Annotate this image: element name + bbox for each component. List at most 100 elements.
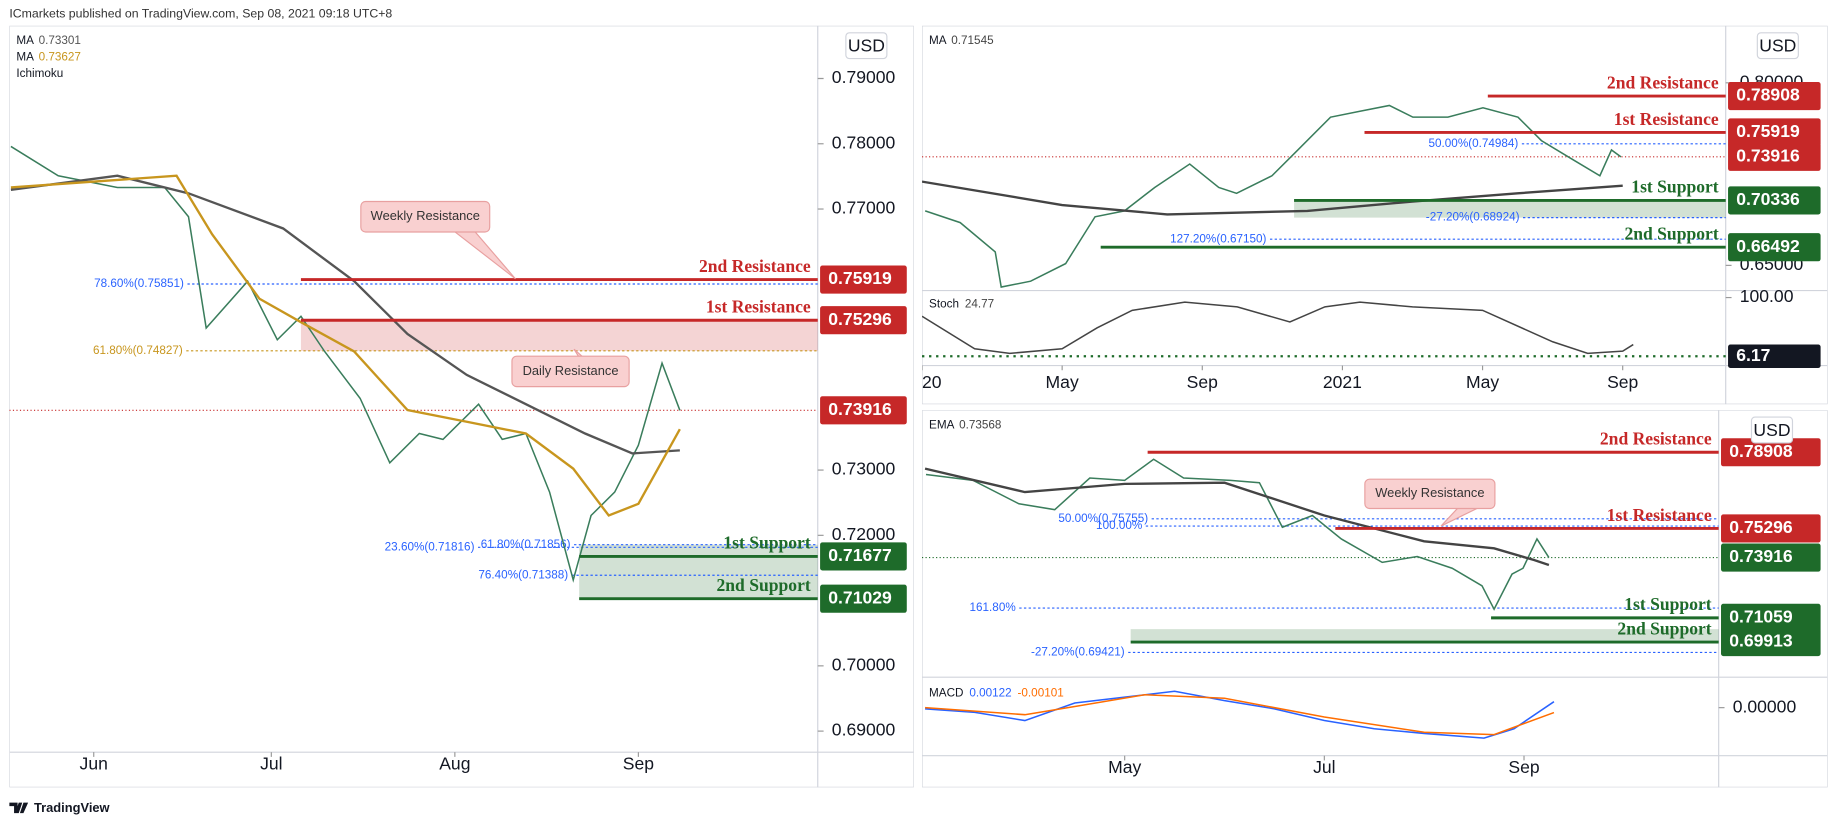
level-price-box bbox=[1728, 233, 1821, 262]
indicator-line bbox=[10, 174, 681, 517]
last-price-label: 0.73916 bbox=[828, 399, 892, 419]
level-zone bbox=[300, 320, 818, 351]
last-price-box bbox=[1728, 142, 1821, 171]
x-tick-label: Aug bbox=[439, 754, 470, 774]
level-name: 2nd Resistance bbox=[1607, 72, 1719, 92]
sub-name: Stoch bbox=[929, 298, 959, 311]
indicator-name: MA bbox=[16, 51, 34, 64]
callout-box bbox=[1364, 478, 1496, 510]
level-price: 0.66492 bbox=[1736, 236, 1800, 256]
level-price-box bbox=[1728, 186, 1821, 215]
callout-text: Weekly Resistance bbox=[1375, 485, 1484, 500]
indicator-value: 0.71545 bbox=[951, 34, 994, 47]
level-price-box bbox=[1721, 603, 1821, 632]
level-price-box bbox=[1721, 627, 1821, 657]
callout-text: Weekly Resistance bbox=[371, 208, 480, 223]
indicator-value: 0.73568 bbox=[959, 418, 1001, 431]
fib-label: -27.20%(0.69421) bbox=[1031, 646, 1125, 659]
level-name: 1st Resistance bbox=[1607, 505, 1712, 525]
fib-label: 61.80%(0.74827) bbox=[93, 344, 183, 357]
sub-y-tick-label: 100.00 bbox=[1740, 286, 1794, 306]
x-tick-label: Sep bbox=[1508, 757, 1539, 777]
level-price-box bbox=[820, 265, 907, 294]
sub-line bbox=[922, 301, 1634, 355]
sub-value: 24.77 bbox=[965, 298, 994, 311]
indicator-name: MA bbox=[16, 34, 34, 47]
sub-legend: Stoch 24.77 bbox=[929, 298, 994, 311]
h4-chart: May Jul Sep 100.00%50.00%(0.75755) 161.80% -2… bbox=[922, 410, 1828, 788]
level-price-box bbox=[820, 306, 907, 335]
daily-chart: 0.79000 0.78000 0.77000 0.73000 0.72000 0.700… bbox=[9, 25, 914, 788]
level-name: 2nd Support bbox=[1617, 618, 1711, 638]
level-name: 2nd Resistance bbox=[1600, 429, 1712, 449]
x-tick-label: May bbox=[1046, 372, 1079, 392]
y-tick-label: 0.79000 bbox=[832, 67, 896, 87]
level-price-box bbox=[820, 542, 907, 571]
header-title: ICmarkets published on TradingView.com, … bbox=[9, 6, 392, 20]
indicator-line bbox=[922, 180, 1623, 216]
x-tick-label: 2021 bbox=[1323, 372, 1362, 392]
callout-text: Daily Resistance bbox=[523, 363, 619, 378]
level-name: 1st Resistance bbox=[706, 297, 811, 317]
fib-label: 23.60%(0.71816) bbox=[385, 540, 475, 553]
currency-box bbox=[845, 32, 888, 60]
fib-label: 50.00%(0.75755) bbox=[1058, 512, 1148, 525]
fib-label: 50.00%(0.74984) bbox=[1429, 137, 1519, 150]
callout-box bbox=[511, 355, 630, 388]
level-price: 0.78908 bbox=[1736, 85, 1800, 105]
x-tick-label: 2020 bbox=[902, 372, 941, 392]
y-tick-label: 0.78000 bbox=[832, 132, 896, 152]
currency-box bbox=[1756, 32, 1799, 60]
level-name: 1st Resistance bbox=[1614, 109, 1719, 129]
level-price: 0.75296 bbox=[1729, 517, 1793, 537]
sub-value: -0.00101 bbox=[1018, 687, 1064, 700]
sub-level-box bbox=[1728, 344, 1821, 368]
level-price: 0.75919 bbox=[1736, 121, 1800, 141]
indicator-value: 0.73627 bbox=[39, 51, 81, 64]
level-price: 0.70336 bbox=[1736, 189, 1800, 209]
sub-value: 0.00122 bbox=[969, 687, 1011, 700]
x-tick-label: Jul bbox=[1313, 757, 1335, 777]
indicator-legend: MA 0.73627 bbox=[16, 51, 81, 64]
x-tick-label: Sep bbox=[623, 754, 654, 774]
level-price: 0.69913 bbox=[1729, 631, 1793, 651]
indicator-line bbox=[10, 174, 680, 455]
currency-label: USD bbox=[848, 36, 885, 56]
level-price: 0.71029 bbox=[828, 587, 892, 607]
indicator-line bbox=[924, 467, 1550, 567]
price-line bbox=[925, 458, 1550, 611]
fib-label: 61.80%(0.71856) bbox=[481, 538, 571, 551]
fib-label: 127.20%(0.67150) bbox=[1170, 232, 1266, 245]
fib-label: 78.60%(0.75851) bbox=[94, 277, 184, 290]
level-price: 0.75296 bbox=[828, 309, 892, 329]
fib-label: 76.40%(0.71388) bbox=[478, 568, 568, 581]
price-line bbox=[10, 145, 681, 583]
level-price: 0.71677 bbox=[828, 545, 891, 565]
footer-brand: TradingView bbox=[34, 800, 111, 815]
level-name: 1st Support bbox=[723, 533, 810, 553]
price-line bbox=[924, 104, 1622, 288]
x-tick-label: Jun bbox=[80, 754, 108, 774]
currency-box bbox=[1750, 416, 1794, 444]
indicator-name: Ichimoku bbox=[16, 67, 63, 80]
level-zone bbox=[579, 544, 818, 599]
y-tick-label: 0.70000 bbox=[832, 654, 896, 674]
logo-mark bbox=[9, 802, 29, 814]
level-price-box bbox=[1728, 82, 1821, 111]
y-tick-label: 0.69000 bbox=[832, 720, 896, 740]
level-name: 2nd Support bbox=[1624, 224, 1718, 244]
y-tick-label: 0.77000 bbox=[832, 198, 896, 218]
last-price-box bbox=[820, 396, 907, 425]
indicator-legend: MA 0.71545 bbox=[929, 34, 994, 47]
currency-label: USD bbox=[1753, 420, 1790, 440]
fib-label: -27.20%(0.68924) bbox=[1426, 211, 1520, 224]
y-tick-label: 0.72000 bbox=[832, 524, 896, 544]
level-name: 1st Support bbox=[1631, 177, 1718, 197]
sub-line bbox=[925, 690, 1555, 739]
sub-legend: MACD 0.00122 -0.00101 bbox=[929, 687, 1064, 700]
currency-label: USD bbox=[1759, 36, 1796, 56]
level-price-box bbox=[820, 584, 907, 613]
x-tick-label: Sep bbox=[1607, 372, 1638, 392]
